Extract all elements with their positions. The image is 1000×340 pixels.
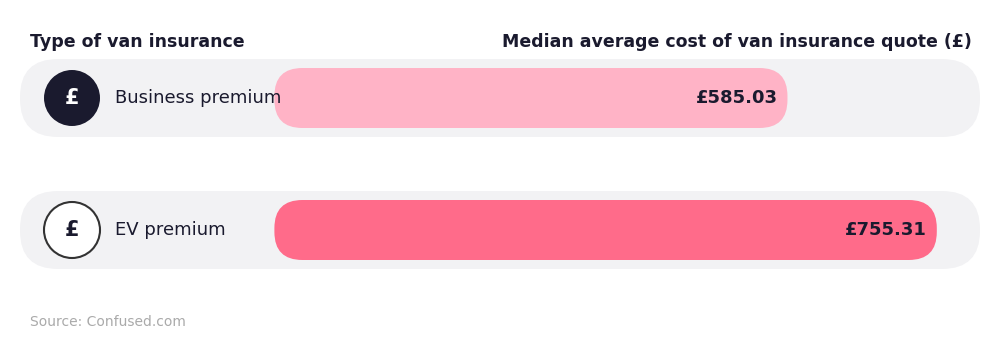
Text: £: £	[65, 220, 79, 240]
Text: Median average cost of van insurance quote (£): Median average cost of van insurance quo…	[502, 33, 972, 51]
Ellipse shape	[44, 70, 100, 126]
FancyBboxPatch shape	[274, 68, 787, 128]
FancyBboxPatch shape	[274, 200, 937, 260]
Text: Type of van insurance: Type of van insurance	[30, 33, 245, 51]
Text: EV premium: EV premium	[115, 221, 226, 239]
FancyBboxPatch shape	[20, 191, 980, 269]
Text: £: £	[65, 88, 79, 108]
Text: £585.03: £585.03	[695, 89, 777, 107]
Text: Business premium: Business premium	[115, 89, 281, 107]
Text: £755.31: £755.31	[845, 221, 927, 239]
FancyBboxPatch shape	[20, 59, 980, 137]
Text: Source: Confused.com: Source: Confused.com	[30, 315, 186, 329]
Ellipse shape	[44, 202, 100, 258]
